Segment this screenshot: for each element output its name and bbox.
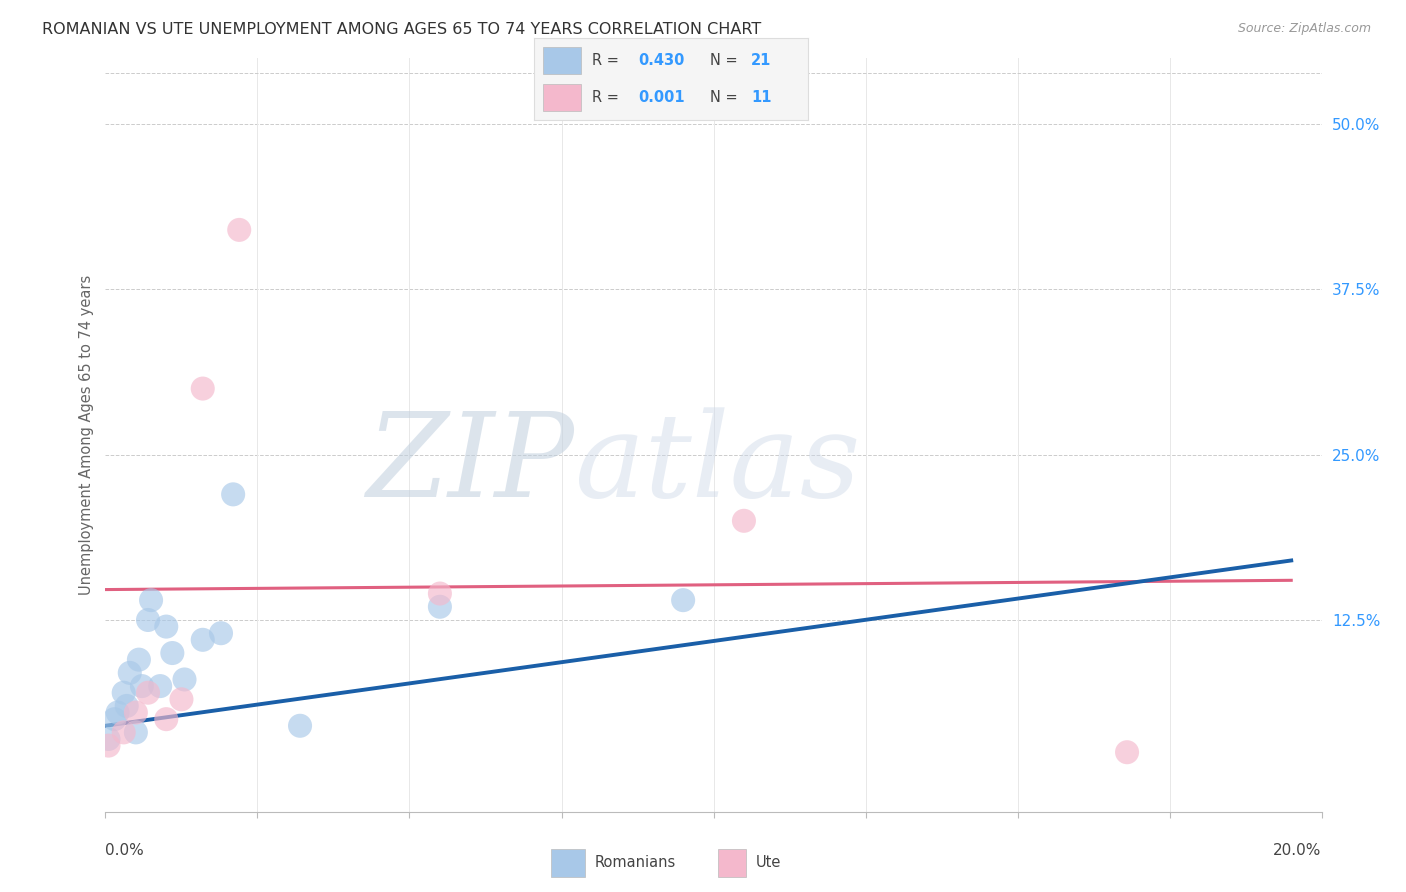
Point [149, 679, 172, 693]
Text: ROMANIAN VS UTE UNEMPLOYMENT AMONG AGES 65 TO 74 YEARS CORRELATION CHART: ROMANIAN VS UTE UNEMPLOYMENT AMONG AGES … [42, 22, 762, 37]
Point [191, 382, 214, 396]
FancyBboxPatch shape [551, 849, 585, 877]
Point [139, 593, 162, 607]
Point [136, 686, 159, 700]
Point [155, 619, 177, 633]
Text: N =: N = [710, 90, 742, 105]
Point [97, 739, 120, 753]
Point [429, 599, 451, 614]
Point [173, 673, 195, 687]
Text: 11: 11 [751, 90, 772, 105]
FancyBboxPatch shape [718, 849, 747, 877]
Text: R =: R = [592, 90, 623, 105]
Text: Source: ZipAtlas.com: Source: ZipAtlas.com [1237, 22, 1371, 36]
Text: 0.001: 0.001 [638, 90, 685, 105]
Point [128, 653, 150, 667]
Point [288, 719, 311, 733]
Point [107, 706, 129, 720]
Point [112, 686, 135, 700]
Text: N =: N = [710, 54, 742, 69]
Point [672, 593, 695, 607]
Text: atlas: atlas [574, 408, 860, 523]
Text: 20.0%: 20.0% [1274, 843, 1322, 858]
Text: R =: R = [592, 54, 623, 69]
Text: Ute: Ute [755, 855, 780, 870]
Point [162, 646, 184, 660]
Y-axis label: Unemployment Among Ages 65 to 74 years: Unemployment Among Ages 65 to 74 years [79, 275, 94, 595]
Point [125, 706, 148, 720]
Point [222, 487, 245, 501]
Point [118, 665, 141, 680]
FancyBboxPatch shape [543, 85, 581, 112]
Point [97, 731, 120, 746]
Text: 0.0%: 0.0% [105, 843, 145, 858]
Point [131, 679, 153, 693]
Point [103, 712, 125, 726]
Point [228, 223, 250, 237]
Text: Romanians: Romanians [595, 855, 676, 870]
Point [170, 692, 193, 706]
Point [115, 698, 138, 713]
Text: 21: 21 [751, 54, 772, 69]
Point [125, 725, 148, 739]
Text: ZIP: ZIP [366, 408, 574, 523]
Point [733, 514, 755, 528]
Point [209, 626, 232, 640]
Point [136, 613, 159, 627]
Point [429, 586, 451, 600]
Point [191, 632, 214, 647]
Point [112, 725, 135, 739]
Text: 0.430: 0.430 [638, 54, 685, 69]
Point [1116, 745, 1139, 759]
Point [155, 712, 177, 726]
FancyBboxPatch shape [543, 47, 581, 74]
